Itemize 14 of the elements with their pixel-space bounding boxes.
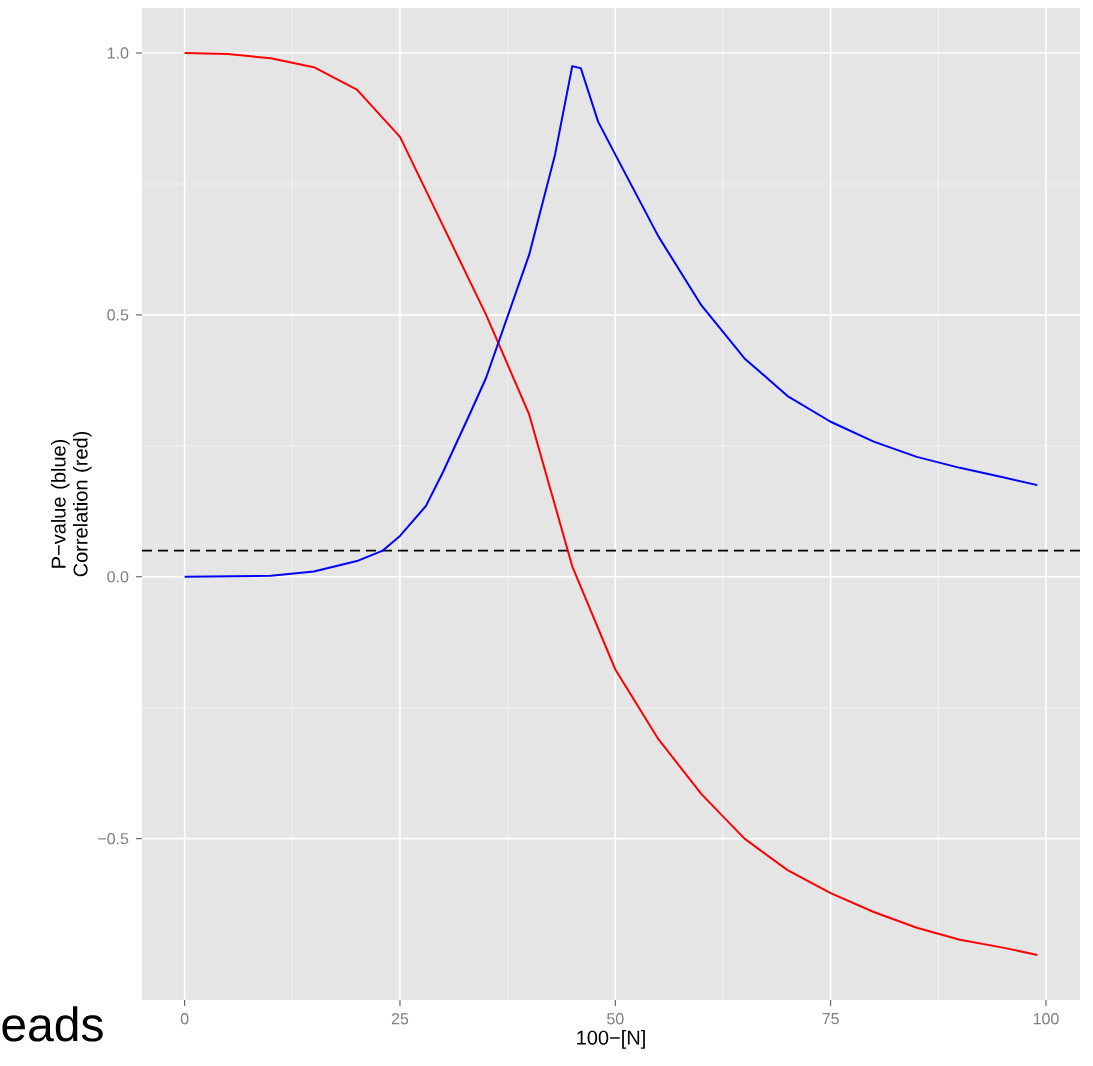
y-tick-label: 1.0 [107, 47, 129, 59]
x-axis-title: 100−[N] [577, 1030, 645, 1049]
x-tick-label: 100 [1033, 1013, 1059, 1025]
y-axis-title: P−value (blue) Correlation (red) [50, 431, 92, 577]
line-series [183, 65, 1039, 578]
x-tick-label: 0 [180, 1013, 189, 1025]
x-tick-label: 75 [822, 1013, 839, 1025]
x-tick-label: 25 [391, 1013, 409, 1025]
y-tick-label: 0.5 [107, 309, 129, 321]
text: eads [2, 1006, 103, 1042]
y-tick-label: −0.5 [98, 833, 129, 845]
line-series [183, 52, 1039, 956]
y-tick-label: 0.0 [107, 571, 129, 583]
x-tick-label: 50 [607, 1013, 624, 1025]
